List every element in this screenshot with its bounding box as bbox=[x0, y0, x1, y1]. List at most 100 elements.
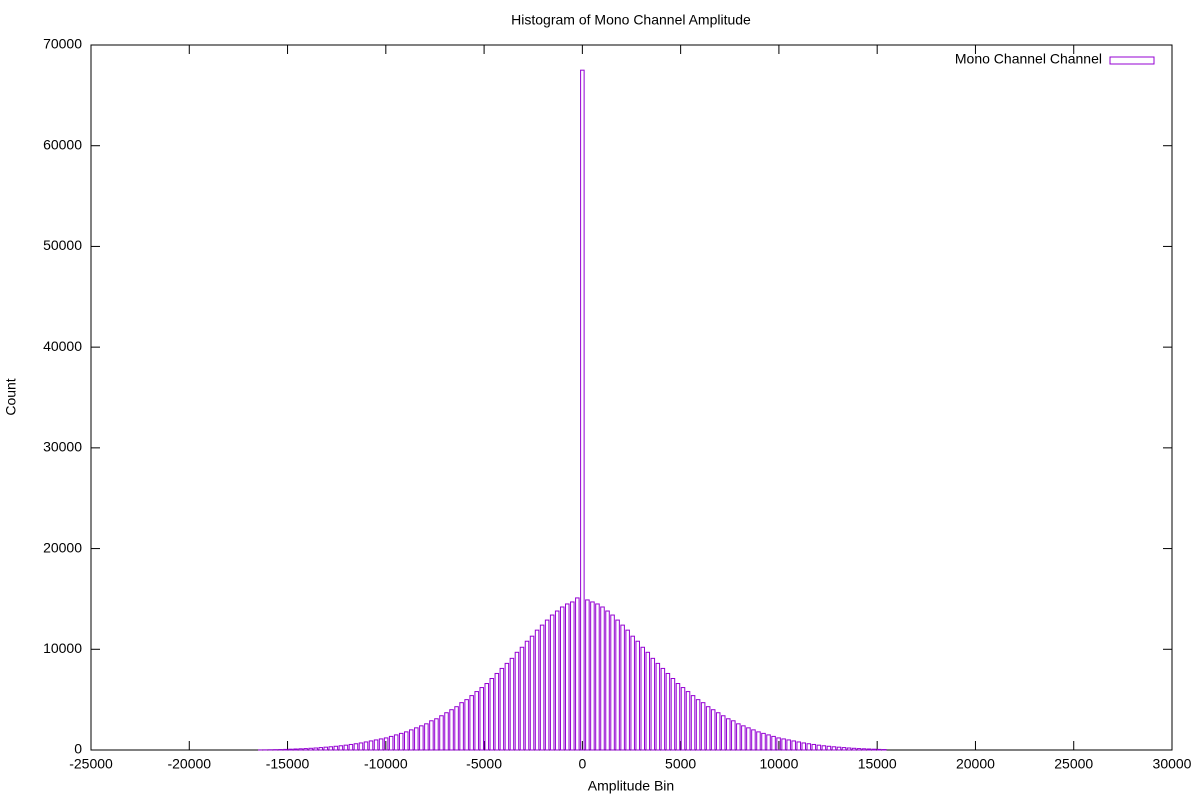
bar bbox=[454, 706, 459, 751]
x-tick-label: -25000 bbox=[69, 756, 113, 772]
bar bbox=[585, 599, 590, 751]
x-tick-label: 15000 bbox=[858, 756, 897, 772]
bar bbox=[861, 748, 867, 751]
bar bbox=[645, 651, 651, 751]
bar bbox=[866, 748, 872, 751]
bar bbox=[675, 683, 681, 751]
x-axis-title: Amplitude Bin bbox=[588, 778, 674, 794]
bar bbox=[333, 745, 339, 751]
bar bbox=[318, 747, 323, 751]
bar bbox=[811, 743, 817, 751]
bar bbox=[630, 635, 635, 751]
bar bbox=[388, 735, 394, 751]
bar bbox=[660, 667, 666, 751]
bar bbox=[414, 727, 419, 751]
bar bbox=[640, 646, 646, 751]
bar bbox=[595, 603, 600, 751]
bar bbox=[680, 687, 686, 751]
y-tick-label: 50000 bbox=[43, 237, 82, 253]
bar bbox=[529, 635, 535, 751]
bar bbox=[776, 737, 781, 751]
bar bbox=[690, 695, 696, 751]
legend-swatch bbox=[1109, 56, 1155, 65]
bar bbox=[570, 601, 575, 751]
bar bbox=[796, 741, 801, 751]
bar bbox=[534, 629, 540, 751]
bar bbox=[459, 702, 464, 751]
bar bbox=[409, 729, 414, 751]
bar bbox=[509, 657, 515, 751]
bar bbox=[298, 748, 303, 751]
bar bbox=[635, 640, 640, 751]
bar bbox=[353, 743, 359, 751]
bar bbox=[449, 709, 454, 751]
bar bbox=[590, 601, 595, 751]
bar bbox=[424, 723, 429, 751]
y-tick-label: 0 bbox=[74, 741, 82, 757]
y-axis-title: Count bbox=[3, 378, 19, 415]
bar bbox=[549, 614, 555, 751]
bar bbox=[288, 748, 293, 751]
bar bbox=[464, 699, 469, 751]
bar bbox=[700, 702, 706, 751]
x-tick-label: 30000 bbox=[1153, 756, 1192, 772]
bar bbox=[720, 715, 726, 751]
y-tick-label: 30000 bbox=[43, 439, 82, 455]
bar bbox=[731, 720, 736, 751]
bar bbox=[393, 734, 399, 751]
bar bbox=[710, 709, 716, 751]
bar bbox=[363, 741, 369, 751]
bar bbox=[831, 746, 837, 751]
bar bbox=[343, 744, 349, 751]
y-tick-label: 10000 bbox=[43, 640, 82, 656]
chart-title: Histogram of Mono Channel Amplitude bbox=[511, 12, 751, 28]
bar bbox=[378, 738, 384, 751]
x-tick-label: 25000 bbox=[1054, 756, 1093, 772]
bar bbox=[444, 712, 449, 751]
bar bbox=[539, 624, 545, 751]
bar bbox=[434, 718, 439, 751]
bar bbox=[544, 619, 550, 751]
bar bbox=[625, 629, 630, 751]
bar bbox=[368, 740, 374, 751]
bar bbox=[670, 677, 676, 751]
bar bbox=[771, 735, 776, 751]
bar bbox=[338, 745, 344, 751]
bar bbox=[841, 747, 847, 751]
bar bbox=[715, 712, 721, 751]
bar bbox=[575, 597, 580, 751]
bar bbox=[524, 640, 530, 751]
bar bbox=[559, 606, 565, 751]
bar bbox=[328, 746, 334, 751]
bar bbox=[283, 748, 288, 751]
bar bbox=[655, 662, 661, 751]
x-tick-label: -20000 bbox=[167, 756, 211, 772]
bar bbox=[746, 727, 751, 751]
bar bbox=[504, 662, 510, 751]
bar bbox=[403, 731, 409, 751]
bar bbox=[856, 748, 862, 751]
bar bbox=[373, 739, 379, 751]
bar bbox=[519, 646, 525, 751]
bar bbox=[615, 619, 620, 751]
bar bbox=[439, 715, 444, 751]
bar bbox=[429, 720, 434, 751]
bar bbox=[293, 748, 298, 751]
bar bbox=[313, 747, 318, 751]
bar bbox=[610, 614, 615, 751]
bar bbox=[766, 734, 771, 751]
bar bbox=[469, 695, 474, 751]
bar bbox=[821, 745, 827, 751]
x-tick-label: 5000 bbox=[665, 756, 696, 772]
bar bbox=[303, 748, 308, 751]
bar bbox=[781, 738, 786, 751]
bar bbox=[494, 672, 500, 751]
bar bbox=[695, 699, 701, 751]
bar bbox=[484, 683, 490, 751]
bar bbox=[650, 657, 656, 751]
bar bbox=[665, 672, 671, 751]
x-tick-label: -15000 bbox=[266, 756, 310, 772]
bar bbox=[323, 746, 329, 751]
bar bbox=[705, 706, 711, 751]
bar bbox=[383, 737, 389, 751]
